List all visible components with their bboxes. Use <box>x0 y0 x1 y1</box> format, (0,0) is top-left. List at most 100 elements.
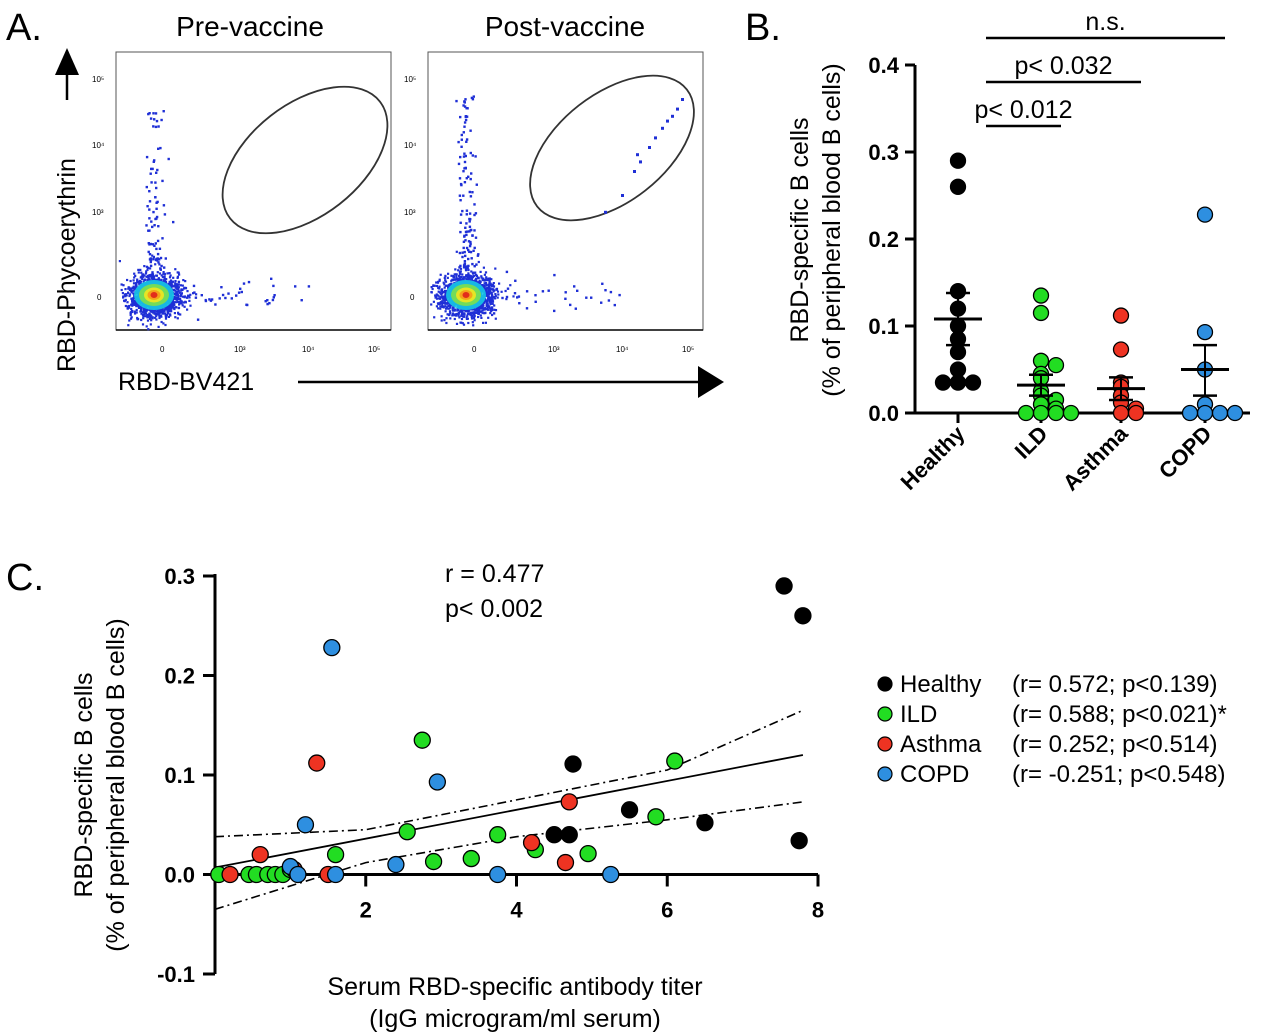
flow-event-dot <box>470 311 473 314</box>
flow-event-dot <box>143 265 146 268</box>
flow-event-dot <box>444 302 447 305</box>
flow-event-dot <box>174 316 177 319</box>
flow-event-dot <box>141 277 144 280</box>
flow-event-dot <box>467 268 470 272</box>
flow-event-dot <box>182 279 185 282</box>
panel-c-dot-copd <box>326 865 345 884</box>
flow-event-dot <box>154 112 158 115</box>
panel-b-dot-asthma <box>1127 404 1145 422</box>
flow-event-dot <box>600 301 603 304</box>
panel-c-dot-ild <box>647 808 665 826</box>
flow-event-dot <box>462 131 465 134</box>
flow-event-dot <box>139 268 142 271</box>
flow-event-dot <box>471 98 475 101</box>
flow-event-dot <box>472 95 475 98</box>
flow-event-dot <box>465 278 468 281</box>
flow-event-dot <box>487 298 490 301</box>
flow-event-dot <box>449 317 452 320</box>
flow-event-dot <box>160 278 163 281</box>
flow-event-dot <box>459 199 462 202</box>
flow-event-dot <box>436 302 440 305</box>
flow-event-dot <box>473 229 476 232</box>
panel-c-dot-healthy <box>696 814 714 832</box>
panel-c-xlabel-line1: Serum RBD-specific antibody titer <box>327 973 702 1001</box>
legend-name-asthma: Asthma <box>900 731 982 758</box>
panel-c-dot-asthma <box>560 793 578 811</box>
flow-event-dot <box>465 275 468 278</box>
flow-event-dot <box>129 288 132 291</box>
flow-event-dot <box>464 98 467 101</box>
flow-event-dot <box>167 312 170 315</box>
flow-event-dot <box>482 301 485 304</box>
flow-event-dot <box>148 229 151 232</box>
flow-event-dot <box>485 284 488 287</box>
flow-event-dot <box>473 271 477 274</box>
flow-pre-ytick-0: 0 <box>97 293 102 302</box>
flow-event-dot <box>470 96 474 100</box>
flow-event-dot <box>444 294 447 297</box>
flow-event-dot <box>155 318 158 321</box>
flow-event-dot <box>131 286 134 289</box>
panel-c-axes: -0.1 0.0 0.1 0.2 0.3 2 4 6 8 <box>157 564 824 987</box>
flow-event-dot <box>470 317 474 320</box>
flow-event-dot <box>488 288 491 291</box>
flow-event-dot <box>158 258 161 261</box>
panel-c-dot-healthy <box>545 826 563 844</box>
flow-event-dot <box>494 267 497 270</box>
panel-c-ylabel-line1: RBD-specific B cells <box>70 672 98 897</box>
flow-event-dot <box>488 282 491 285</box>
flow-post-ytick-1: 10³ <box>404 208 416 217</box>
flow-event-dot <box>160 264 163 268</box>
flow-event-dot <box>160 308 163 311</box>
flow-event-dot <box>157 261 160 264</box>
flow-event-dot <box>459 115 462 119</box>
flow-event-dot <box>469 177 472 181</box>
panel-c-fit-line <box>214 754 804 869</box>
flow-event-dot <box>126 307 129 310</box>
flow-density-ring-4 <box>150 292 158 298</box>
panel-b-dot-copd <box>1196 323 1214 341</box>
flow-event-dot <box>516 296 519 299</box>
flow-event-dot <box>151 274 154 277</box>
flow-event-dot <box>141 313 144 317</box>
flow-event-dot <box>468 220 471 223</box>
flow-event-dot <box>501 296 504 300</box>
flow-event-dot <box>156 168 159 172</box>
flow-event-dot <box>155 119 159 123</box>
flow-event-dot <box>149 267 152 270</box>
flow-event-dot <box>474 212 478 215</box>
flow-event-dot <box>445 317 448 320</box>
panel-b-ytick-label: 0.2 <box>868 227 899 252</box>
flow-event-dot <box>151 167 154 171</box>
flow-event-dot <box>145 308 148 311</box>
flow-event-dot <box>157 311 160 314</box>
flow-event-dot <box>485 294 488 297</box>
flow-event-dot <box>163 275 166 278</box>
flow-event-dot <box>466 274 469 277</box>
flow-event-dot <box>136 278 139 281</box>
flow-event-dot <box>162 110 165 113</box>
flow-event-dot <box>294 285 297 288</box>
flow-post-xtick-0: 0 <box>472 345 477 354</box>
flow-event-dot <box>454 278 457 281</box>
flow-event-dot <box>172 303 175 306</box>
flow-event-dot <box>458 251 462 255</box>
flow-event-dot <box>488 277 491 280</box>
flow-event-dot <box>458 270 461 273</box>
flow-event-dot <box>155 247 158 251</box>
flow-event-dot <box>148 112 151 115</box>
flow-event-dot <box>490 292 493 295</box>
panel-b-ylabel-line2: (% of peripheral blood B cells) <box>818 63 846 397</box>
flow-event-dot <box>438 279 441 282</box>
flow-event-dot <box>465 316 468 319</box>
flow-pre-ticks: 0 10³ 10⁴ 10⁵ 0 10³ 10⁴ 10⁵ <box>92 75 380 354</box>
flow-event-dot <box>473 311 476 314</box>
panel-c-ylabel-line2: (% of peripheral blood B cells) <box>102 618 130 952</box>
flow-event-dot <box>235 294 238 297</box>
flow-event-dot <box>477 312 480 315</box>
panel-b-comparison-label: p< 0.012 <box>974 96 1072 124</box>
flow-event-dot <box>177 271 180 274</box>
flow-event-dot <box>488 305 491 308</box>
flow-event-dot <box>138 279 142 282</box>
